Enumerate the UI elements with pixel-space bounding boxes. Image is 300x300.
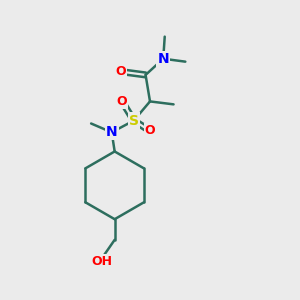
Text: O: O [145, 124, 155, 137]
Text: OH: OH [91, 255, 112, 268]
Text: N: N [106, 125, 118, 139]
Text: S: S [129, 114, 139, 128]
Text: O: O [117, 95, 127, 108]
Text: N: N [158, 52, 169, 66]
Text: O: O [116, 65, 127, 79]
